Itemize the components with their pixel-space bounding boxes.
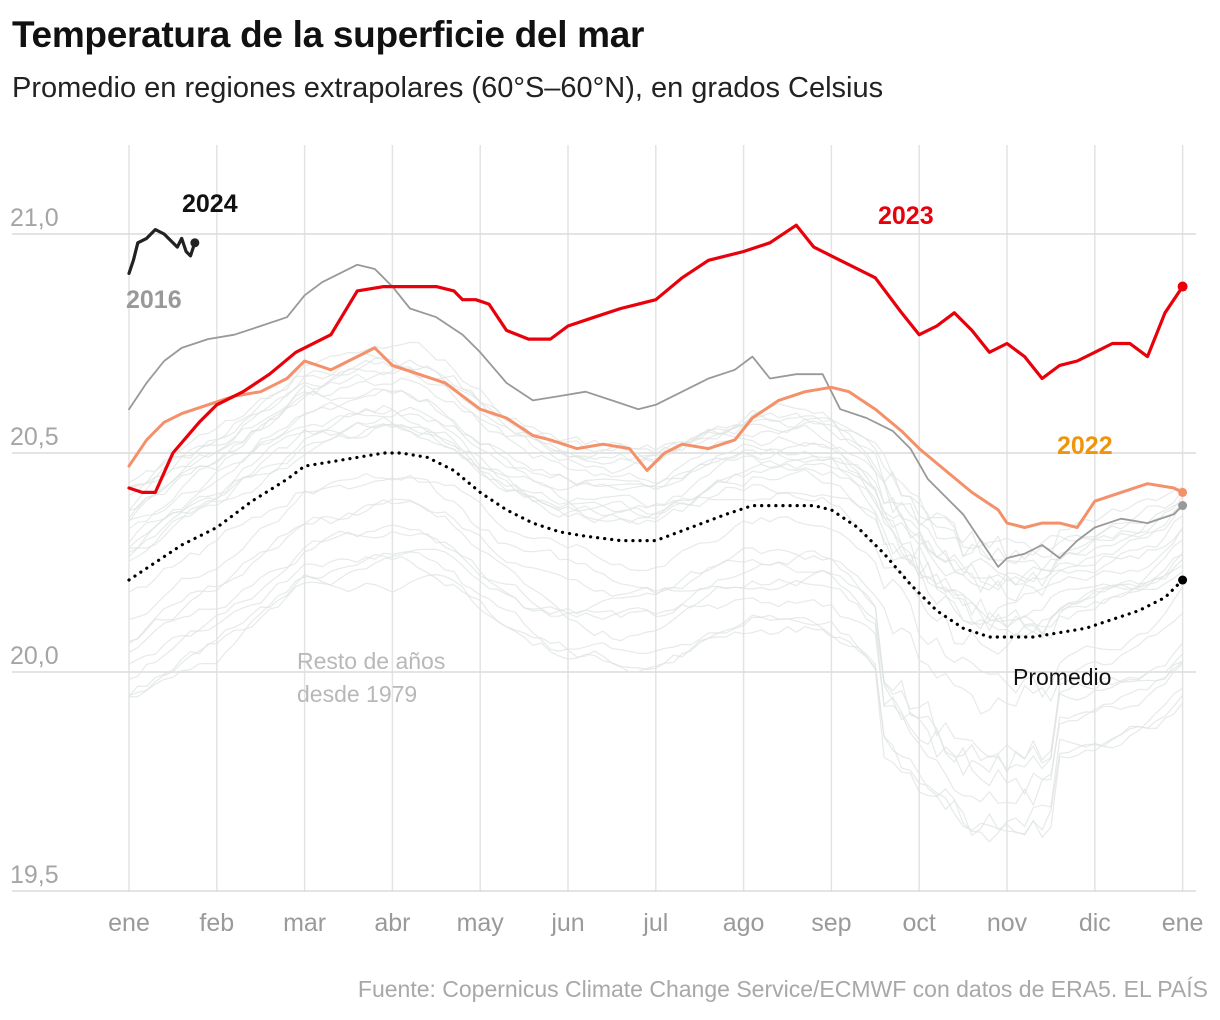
other-year-line bbox=[128, 530, 1184, 777]
horizontal-gridlines bbox=[12, 233, 1196, 892]
highlighted-series bbox=[127, 223, 1188, 639]
series-end-dot-y2024 bbox=[190, 238, 200, 248]
x-tick-label: jul bbox=[642, 909, 668, 937]
series-line-promedio bbox=[127, 451, 1185, 639]
x-tick-label: ene bbox=[108, 909, 150, 937]
y-tick-label: 19,5 bbox=[10, 861, 59, 889]
x-tick-label: mar bbox=[283, 909, 326, 937]
x-tick-label: oct bbox=[903, 909, 936, 937]
x-tick-label: ene bbox=[1162, 909, 1204, 937]
x-tick-label: jun bbox=[550, 909, 584, 937]
page-subtitle: Promedio en regiones extrapolares (60°S–… bbox=[12, 72, 884, 104]
page-title: Temperatura de la superficie del mar bbox=[12, 14, 645, 55]
label-resto-line2: desde 1979 bbox=[297, 681, 417, 707]
other-year-line bbox=[128, 553, 1184, 843]
label-2024: 2024 bbox=[182, 190, 238, 218]
other-years-lines bbox=[128, 341, 1184, 843]
other-year-line bbox=[128, 548, 1183, 807]
series-line-y2024 bbox=[127, 228, 197, 275]
other-year-line bbox=[128, 377, 1184, 586]
other-year-line bbox=[128, 423, 1183, 655]
x-tick-label: nov bbox=[987, 909, 1028, 937]
y-axis-ticks: 19,5 20,0 20,5 21,0 bbox=[10, 204, 59, 889]
other-year-line bbox=[128, 472, 1184, 715]
x-tick-label: ago bbox=[723, 909, 765, 937]
other-year-line bbox=[128, 368, 1184, 588]
other-year-line bbox=[128, 573, 1183, 837]
series-line-y2023 bbox=[127, 223, 1185, 494]
series-end-dot-promedio bbox=[1178, 575, 1188, 585]
x-axis-ticks: ene feb mar abr may jun jul ago sep oct nov dic ene bbox=[108, 909, 1203, 937]
x-tick-label: dic bbox=[1079, 909, 1111, 937]
x-tick-label: feb bbox=[199, 909, 234, 937]
series-line-y2016 bbox=[128, 263, 1184, 568]
label-resto-line1: Resto de años bbox=[297, 648, 445, 674]
series-end-dot-y2023 bbox=[1177, 281, 1188, 292]
series-end-dot-y2016 bbox=[1178, 501, 1188, 511]
other-year-line bbox=[128, 387, 1183, 594]
other-year-line bbox=[128, 423, 1184, 638]
series-line-y2022 bbox=[127, 346, 1185, 529]
label-promedio: Promedio bbox=[1013, 664, 1111, 690]
other-year-line bbox=[128, 388, 1184, 602]
other-year-line bbox=[128, 357, 1183, 572]
x-tick-label: sep bbox=[811, 909, 851, 937]
series-end-dot-y2022 bbox=[1178, 487, 1188, 497]
other-year-line bbox=[128, 341, 1184, 565]
other-year-line bbox=[128, 407, 1183, 623]
series-labels: 2024 2023 2022 2016 Promedio Resto de añ… bbox=[126, 190, 1113, 707]
label-2022: 2022 bbox=[1057, 432, 1113, 460]
source-note: Fuente: Copernicus Climate Change Servic… bbox=[357, 976, 1208, 1002]
y-tick-label: 21,0 bbox=[10, 204, 59, 232]
other-year-line bbox=[128, 404, 1183, 632]
label-2016: 2016 bbox=[126, 286, 182, 314]
y-tick-label: 20,0 bbox=[10, 642, 59, 670]
other-year-line bbox=[128, 498, 1183, 771]
other-year-line bbox=[128, 551, 1184, 839]
other-year-line bbox=[128, 416, 1184, 633]
y-tick-label: 20,5 bbox=[10, 423, 59, 451]
other-year-line bbox=[128, 401, 1184, 621]
x-tick-label: may bbox=[457, 909, 505, 937]
other-year-line bbox=[128, 524, 1183, 796]
other-year-line bbox=[128, 474, 1184, 699]
x-tick-label: abr bbox=[374, 909, 410, 937]
label-2023: 2023 bbox=[878, 202, 934, 230]
